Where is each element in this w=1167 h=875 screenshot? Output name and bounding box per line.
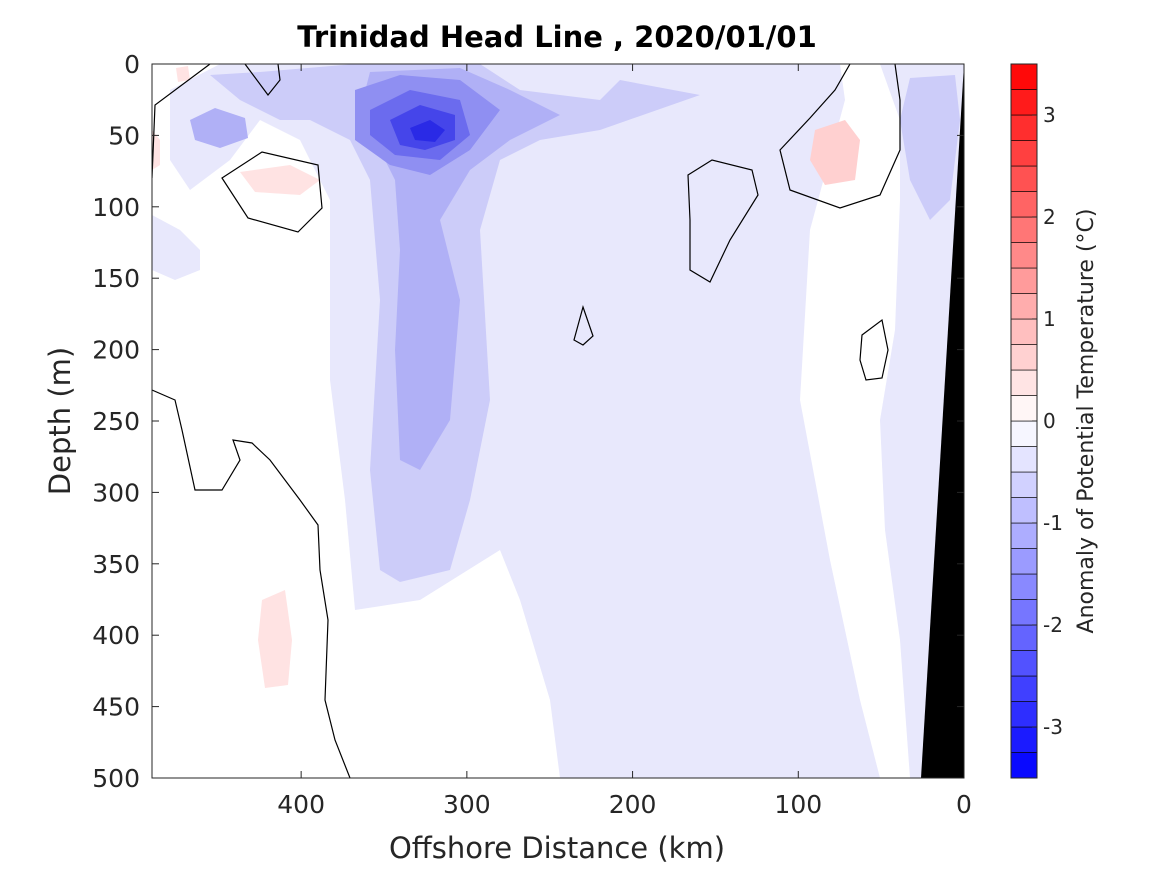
zero-contour-east-arc <box>779 64 901 209</box>
colorbar-swatch <box>1010 191 1038 218</box>
colorbar-swatch <box>1010 140 1038 167</box>
cold-fill-core <box>410 120 445 142</box>
colorbar-swatch <box>1010 369 1038 396</box>
colorbar-swatch <box>1010 650 1038 677</box>
warm-patch-surface <box>176 66 190 82</box>
colorbar-label: Anomaly of Potential Temperature (°C) <box>1074 209 1099 634</box>
x-axis: 400 300 200 100 0 <box>277 64 972 819</box>
colorbar: 3 2 1 0 -1 -2 -3 <box>1010 63 1063 779</box>
colorbar-swatch <box>1010 63 1038 90</box>
y-tick-label: 350 <box>92 550 140 579</box>
colorbar-swatch <box>1010 216 1038 243</box>
y-tick-label: 50 <box>108 121 140 150</box>
y-tick-label: 100 <box>92 193 140 222</box>
colorbar-tick-label: -3 <box>1043 715 1063 739</box>
x-tick-label: 400 <box>277 790 325 819</box>
bathymetry-mask <box>921 64 964 778</box>
colorbar-swatch <box>1010 395 1038 422</box>
zero-contour-small-loop <box>573 304 594 346</box>
colorbar-swatch <box>1010 242 1038 269</box>
x-tick-label: 300 <box>443 790 491 819</box>
colorbar-swatch <box>1010 446 1038 473</box>
y-tick-label: 300 <box>92 478 140 507</box>
warm-patch-deep <box>258 590 292 688</box>
y-tick-label: 200 <box>92 336 140 365</box>
colorbar-swatch <box>1010 471 1038 498</box>
zero-contour-east-loop <box>859 318 889 381</box>
colorbar-swatch <box>1010 573 1038 600</box>
colorbar-swatch <box>1010 624 1038 651</box>
zero-contour-loop-mid <box>687 159 759 283</box>
colorbar-swatch <box>1010 752 1038 779</box>
y-tick-label: 150 <box>92 264 140 293</box>
y-tick-label: 0 <box>124 50 140 79</box>
colorbar-tick-label: -1 <box>1043 511 1063 535</box>
cold-patch-west <box>190 108 248 148</box>
y-axis-label: Depth (m) <box>43 347 77 495</box>
colorbar-tick-label: 1 <box>1043 307 1056 331</box>
warm-patch-shelf <box>240 165 320 195</box>
x-axis-label: Offshore Distance (km) <box>389 831 725 865</box>
y-tick-label: 500 <box>92 764 140 793</box>
anomaly-field <box>152 64 964 778</box>
x-tick-label: 200 <box>609 790 657 819</box>
colorbar-swatch <box>1010 344 1038 371</box>
colorbar-tick-label: 0 <box>1043 409 1056 433</box>
y-axis: 0 50 100 150 200 250 300 350 400 450 500 <box>92 50 964 793</box>
colorbar-swatch <box>1010 114 1038 141</box>
colorbar-swatch <box>1010 318 1038 345</box>
x-tick-label: 100 <box>774 790 822 819</box>
colorbar-swatch <box>1010 522 1038 549</box>
colorbar-swatch <box>1010 420 1038 447</box>
colorbar-swatch <box>1010 726 1038 753</box>
cold-fill-level-1-east <box>900 75 960 220</box>
zero-contours <box>152 64 901 778</box>
colorbar-swatch <box>1010 267 1038 294</box>
colorbar-tick-label: 3 <box>1043 103 1056 127</box>
colorbar-swatch <box>1010 548 1038 575</box>
colorbar-swatch <box>1010 89 1038 116</box>
y-tick-label: 400 <box>92 621 140 650</box>
warm-patch-offshore <box>810 120 860 185</box>
colorbar-swatch <box>1010 165 1038 192</box>
colorbar-swatch <box>1010 675 1038 702</box>
colorbar-tick-label: -2 <box>1043 613 1063 637</box>
cold-fill-outer <box>170 64 880 778</box>
chart-title: Trinidad Head Line , 2020/01/01 <box>297 20 817 54</box>
zero-contour-nw <box>152 64 211 179</box>
colorbar-swatch <box>1010 701 1038 728</box>
x-tick-label: 0 <box>956 790 972 819</box>
colorbar-swatch <box>1010 293 1038 320</box>
cold-fill-inner-west <box>152 215 200 280</box>
colorbar-tick-label: 2 <box>1043 205 1056 229</box>
colorbar-swatch <box>1010 599 1038 626</box>
colorbar-swatch <box>1010 497 1038 524</box>
zero-contour-loop-shelf <box>221 151 323 233</box>
y-tick-label: 450 <box>92 693 140 722</box>
zero-contour-nw-tooth <box>244 64 281 96</box>
plot-area <box>151 63 965 779</box>
zero-contour-west-deep <box>152 389 351 778</box>
y-tick-label: 250 <box>92 407 140 436</box>
